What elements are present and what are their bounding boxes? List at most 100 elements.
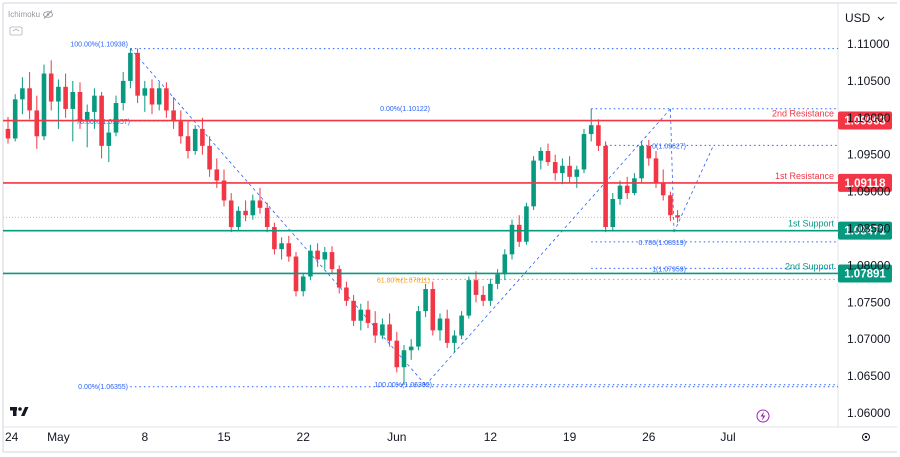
candle-body: [120, 80, 126, 104]
level-price-tag-label: 1.07891: [844, 268, 886, 280]
candle-body: [149, 88, 155, 105]
candle-body: [106, 132, 112, 146]
time-tick-label: 26: [642, 430, 656, 444]
candle-body: [516, 224, 522, 242]
candle-body: [329, 252, 335, 270]
settings-icon[interactable]: [862, 433, 870, 441]
price-tick-label: 1.08000: [847, 258, 891, 272]
candle-body: [228, 200, 234, 228]
price-tick-label: 1.11000: [847, 37, 890, 51]
candle-body: [250, 200, 256, 216]
level-price-tag-label: 1.09963: [844, 116, 886, 128]
candle-body: [358, 309, 364, 321]
time-tick-label: 15: [217, 430, 231, 444]
tradingview-logo: [10, 407, 29, 416]
candle-body: [416, 311, 421, 347]
candle-body: [509, 224, 515, 255]
candle-body: [437, 318, 443, 331]
time-tick-label: Jul: [720, 430, 735, 444]
candle-body: [84, 111, 90, 122]
price-tick-label: 1.10500: [847, 74, 891, 88]
time-tick-label: 24: [5, 430, 19, 444]
levels-layer: 2nd Resistance 1.09963 1st Resistance 1.091…: [3, 109, 892, 283]
candle-body: [322, 252, 328, 260]
fib-level-label: 0(1.09627): [652, 143, 686, 150]
candle-body: [502, 254, 508, 275]
candle-body: [372, 322, 378, 336]
level-price-tag: [838, 111, 892, 130]
candle-body: [257, 200, 263, 208]
candle-body: [524, 206, 529, 242]
candle-body: [192, 128, 198, 152]
fib-level-label: 100.00%(1.10938): [70, 42, 128, 49]
candle-body: [588, 125, 594, 135]
fib-level-label: 0.00%(1.10122): [380, 106, 430, 113]
candle-body: [567, 165, 572, 177]
trendline-up: [425, 108, 671, 386]
level-price-tag-label: 1.08471: [844, 226, 886, 238]
candle-body: [387, 324, 392, 341]
price-tick-label: 1.09500: [847, 148, 891, 162]
collapse-chevron-icon: [12, 28, 20, 32]
candle-body: [41, 73, 47, 137]
candle-body: [545, 151, 551, 163]
trendline-drop: [670, 108, 675, 233]
trendline-rebound: [673, 144, 714, 233]
price-tick-label: 1.08500: [847, 222, 891, 236]
candle-body: [236, 210, 241, 228]
candles-layer: [5, 48, 680, 385]
collapse-icon[interactable]: [9, 26, 23, 36]
candle-body: [34, 110, 40, 137]
candle-body: [394, 340, 400, 368]
candle-body: [200, 128, 205, 146]
candle-body: [185, 136, 191, 152]
candle-body: [128, 52, 133, 81]
candle-body: [444, 318, 450, 343]
candle-body: [279, 243, 284, 250]
candle-body: [459, 315, 464, 336]
candle-body: [315, 250, 320, 260]
candle-body: [660, 182, 666, 196]
visibility-eye-icon[interactable]: [43, 10, 53, 19]
candle-body: [207, 145, 212, 170]
candle-body: [20, 88, 25, 100]
candle-body: [92, 95, 97, 112]
chevron-down-icon[interactable]: [877, 16, 885, 21]
time-tick-label: 12: [484, 430, 498, 444]
candle-body: [344, 287, 349, 301]
candle-body: [675, 215, 680, 218]
level-price-tag-label: 1.09118: [845, 178, 887, 190]
candle-body: [668, 195, 673, 216]
candle-body: [552, 162, 558, 174]
candle-body: [603, 145, 608, 228]
candle-body: [164, 88, 169, 111]
price-scale[interactable]: 1.11000 1.10500 1.10000 1.09500 1.09000 1.085…: [847, 37, 891, 420]
candle-body: [264, 207, 270, 228]
indicator-label: Ichimoku: [8, 10, 40, 19]
candle-body: [632, 178, 637, 194]
time-tick-label: 19: [563, 430, 577, 444]
price-tick-label: 1.06500: [847, 369, 891, 383]
lightning-icon[interactable]: [756, 409, 770, 423]
candle-body: [488, 283, 493, 301]
time-tick-label: 8: [141, 430, 148, 444]
candle-body: [466, 280, 472, 316]
level-price-tag: [838, 173, 892, 192]
candle-body: [308, 250, 313, 277]
candle-body: [272, 227, 277, 250]
time-tick-label: May: [47, 430, 70, 444]
candle-body: [300, 276, 306, 292]
time-scale[interactable]: 24 May 8 15 22 Jun 12 19 26 Jul: [5, 430, 736, 444]
candle-body: [243, 210, 248, 216]
candle-body: [365, 309, 371, 323]
candle-body: [646, 145, 652, 159]
currency-label[interactable]: USD: [845, 11, 871, 25]
candle-body: [480, 294, 486, 301]
candle-body: [430, 289, 436, 331]
candle-body: [70, 91, 76, 109]
candle-body: [27, 88, 32, 111]
price-tick-label: 1.10000: [847, 111, 891, 125]
candle-body: [286, 243, 292, 257]
